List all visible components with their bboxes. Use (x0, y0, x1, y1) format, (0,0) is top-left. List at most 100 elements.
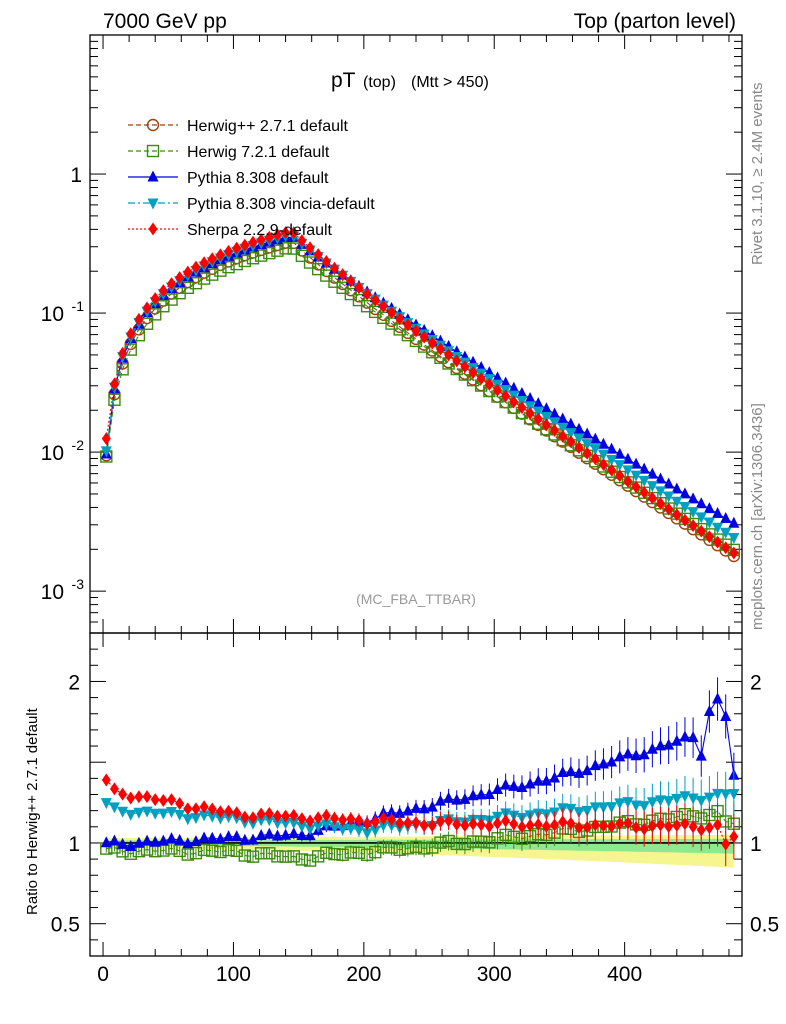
process-label: Top (parton level) (574, 10, 736, 33)
data-point (558, 429, 568, 443)
legend-entry-label: Sherpa 2.2.9-default (187, 222, 333, 239)
data-point (230, 257, 243, 271)
data-point (303, 256, 317, 269)
ratio-data-point (133, 807, 145, 819)
ratio-data-point (385, 841, 398, 854)
ratio-data-point (197, 843, 211, 857)
data-point (517, 401, 527, 415)
ratio-data-point (501, 814, 511, 828)
data-point (101, 432, 111, 446)
ratio-data-point (663, 738, 675, 750)
data-point (672, 508, 682, 522)
data-point (712, 506, 724, 518)
ratio-data-point (346, 812, 356, 826)
ratio-data-point (524, 777, 536, 789)
data-point (729, 546, 739, 560)
data-point (403, 318, 413, 332)
ratio-data-point (663, 796, 675, 808)
data-point (540, 402, 552, 414)
ratio-data-point (288, 827, 300, 839)
data-point (565, 428, 577, 440)
series-line (105, 242, 735, 557)
data-point (614, 447, 626, 459)
ratio-data-point (597, 757, 609, 769)
ratio-data-point (442, 834, 455, 848)
ratio-data-point (329, 822, 340, 834)
ratio-data-point (672, 818, 682, 832)
ratio-data-point (728, 789, 740, 801)
ratio-data-point (720, 789, 732, 801)
data-point (500, 376, 512, 388)
ratio-y-tick-label-right: 1 (750, 833, 762, 856)
data-point (246, 252, 260, 265)
data-point (100, 446, 112, 458)
ratio-data-point (468, 817, 478, 831)
data-point (655, 472, 666, 484)
ratio-data-point (271, 829, 283, 841)
ratio-data-point (254, 847, 268, 860)
ratio-data-point (190, 835, 202, 847)
ratio-data-point (695, 795, 707, 807)
y-tick-label: 10 (41, 303, 64, 326)
ratio-data-point (231, 830, 243, 842)
ratio-data-point (109, 782, 119, 796)
chart-title: pT (331, 69, 356, 92)
ratio-data-point (263, 827, 275, 839)
ratio-data-point (279, 850, 292, 863)
data-point (238, 254, 252, 268)
chart-subtitle-cut: (Mtt > 450) (411, 74, 489, 91)
ratio-data-point (646, 742, 658, 754)
ratio-data-point (174, 809, 186, 821)
data-point (687, 507, 699, 519)
data-point (581, 427, 593, 439)
ratio-data-point (395, 816, 405, 830)
data-point (354, 281, 364, 295)
ratio-data-point (125, 809, 137, 821)
ratio-data-point (101, 773, 111, 787)
ratio-data-point (435, 814, 445, 828)
data-point (142, 301, 152, 315)
data-point (607, 463, 617, 477)
ratio-data-point (224, 804, 234, 818)
data-point (295, 249, 309, 263)
data-point (126, 327, 136, 341)
data-point (688, 519, 698, 533)
ratio-data-point (158, 793, 168, 807)
data-point (533, 412, 543, 426)
data-point (330, 261, 339, 275)
data-point (492, 371, 503, 383)
data-point (181, 281, 195, 294)
ratio-data-point (549, 771, 561, 783)
ratio-data-point (330, 811, 339, 825)
data-point (622, 465, 634, 477)
data-point (597, 437, 609, 449)
data-point (215, 248, 225, 262)
data-point (516, 386, 528, 398)
ratio-data-point (444, 814, 454, 828)
mcplots-label: mcplots.cern.ch [arXiv:1306.3436] (749, 403, 766, 630)
ratio-data-point (189, 846, 203, 860)
ratio-data-point (476, 818, 486, 832)
x-tick-label: 200 (346, 963, 381, 986)
data-point (183, 265, 193, 279)
data-point (411, 324, 421, 338)
ratio-data-point (256, 807, 266, 821)
ratio-data-point (630, 749, 642, 761)
data-point (281, 226, 291, 240)
ratio-data-point (150, 793, 160, 807)
ratio-data-point (703, 704, 715, 716)
main-panel: 1 10 -1 10 -2 10 -3 pT (top) (Mtt > 450) (MC_F… (41, 34, 743, 634)
legend-entry-label: Herwig++ 2.7.1 default (187, 118, 349, 135)
ratio-data-point (418, 802, 430, 814)
ratio-data-point (590, 818, 600, 832)
data-point (647, 491, 657, 505)
data-point (680, 513, 690, 527)
legend-marker (147, 198, 159, 210)
series-group (100, 242, 741, 557)
ratio-data-point (466, 835, 480, 848)
data-point (206, 268, 219, 281)
ratio-data-point (281, 809, 291, 823)
ratio-data-point (581, 805, 593, 817)
data-point (614, 460, 626, 472)
ratio-data-point (222, 843, 235, 857)
